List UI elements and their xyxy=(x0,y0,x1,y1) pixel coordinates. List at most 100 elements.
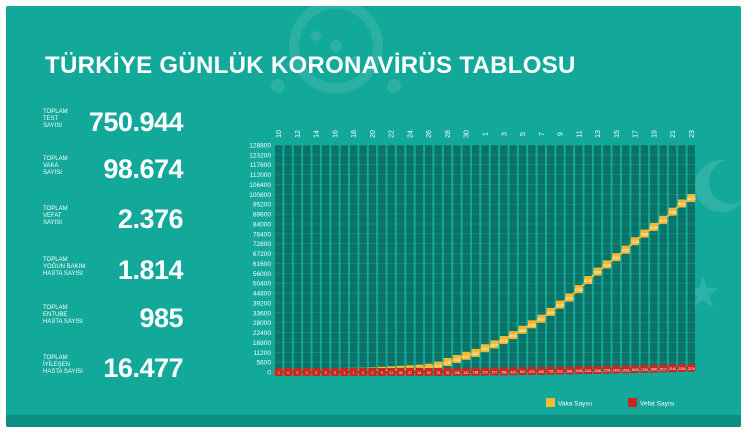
grid-column xyxy=(368,145,377,372)
death-point xyxy=(499,367,508,376)
stat-label: TOPLAM İYİLEŞEN HASTA SAYISI xyxy=(43,355,83,375)
case-data-label: 52167 xyxy=(584,279,593,283)
death-data-label: 21 xyxy=(389,371,393,375)
y-tick-label: 112000 xyxy=(250,172,272,179)
case-point xyxy=(471,348,480,357)
stat-label: TOPLAM ENTUBE HASTA SAYISI xyxy=(43,305,83,325)
death-data-label: 277 xyxy=(492,371,498,375)
grid-column xyxy=(406,145,414,372)
stat-recovered: TOPLAM İYİLEŞEN HASTA SAYISI 16.477 xyxy=(43,353,183,395)
case-point xyxy=(565,293,574,302)
death-point xyxy=(518,367,527,376)
x-tick-label: 13 xyxy=(595,130,602,138)
death-data-label: 92 xyxy=(446,371,450,375)
death-point xyxy=(312,368,321,376)
grid-column xyxy=(631,145,639,372)
case-data-label: 27069 xyxy=(527,323,536,327)
death-data-label: 356 xyxy=(501,370,507,374)
case-data-label: 5698 xyxy=(444,361,451,365)
stat-value: 16.477 xyxy=(103,353,183,383)
x-tick-label: 14 xyxy=(314,130,321,138)
death-data-label: 44 xyxy=(418,371,422,375)
stat-label: TOPLAM TEST SAYISI xyxy=(43,109,68,129)
grid-column xyxy=(293,145,302,372)
grid-column xyxy=(378,145,386,372)
case-data-label: 90980 xyxy=(668,211,677,215)
y-tick-label: 5600 xyxy=(257,360,272,367)
death-data-label: 2 xyxy=(362,371,364,375)
death-point xyxy=(509,367,518,376)
death-point xyxy=(462,367,471,376)
death-point xyxy=(293,368,302,376)
death-data-label: 1101 xyxy=(585,369,592,373)
case-data-label: 34109 xyxy=(546,311,555,315)
grid-column xyxy=(481,145,489,372)
y-tick-label: 128800 xyxy=(249,143,271,150)
x-tick-label: 24 xyxy=(408,130,415,138)
case-point xyxy=(509,331,518,340)
grid-column xyxy=(547,145,555,372)
case-point xyxy=(640,229,649,238)
x-tick-label: 21 xyxy=(670,130,677,138)
grid-column xyxy=(331,145,339,372)
death-data-label: 9 xyxy=(381,371,383,375)
grid-column xyxy=(659,145,667,372)
death-data-label: 131 xyxy=(464,371,470,375)
stat-intensive-care: TOPLAM YOĞUN BAKIM HASTA SAYISI 1.814 xyxy=(43,255,184,297)
death-point xyxy=(574,366,583,375)
y-tick-label: 44800 xyxy=(253,291,271,298)
case-data-label: 15679 xyxy=(490,343,499,347)
stat-label: TOPLAM VEFAT SAYISI xyxy=(43,206,68,226)
grid-column xyxy=(312,145,320,372)
case-point xyxy=(490,340,499,349)
death-data-label: 108 xyxy=(454,371,460,375)
bottom-band xyxy=(6,415,741,427)
death-data-label: 37 xyxy=(408,371,412,375)
death-point xyxy=(481,367,489,376)
x-tick-label: 1 xyxy=(483,132,490,136)
stat-total-tests: TOPLAM TEST SAYISI 750.944 xyxy=(43,107,184,149)
y-tick-label: 106400 xyxy=(249,182,271,189)
case-point xyxy=(687,194,696,203)
grid-column xyxy=(462,145,470,372)
case-point xyxy=(584,276,593,285)
y-tick-label: 50400 xyxy=(253,281,271,288)
case-data-label: 82329 xyxy=(649,226,658,230)
death-data-label: 908 xyxy=(567,369,573,373)
case-point xyxy=(659,215,668,224)
death-point xyxy=(687,363,696,372)
death-point xyxy=(377,368,386,376)
death-point xyxy=(659,364,668,373)
crescent-star-ornament xyxy=(687,160,741,308)
grid-column xyxy=(490,145,499,372)
case-point xyxy=(602,260,611,269)
case-data-label: 74193 xyxy=(631,240,640,244)
case-data-label: 18135 xyxy=(499,339,508,343)
y-tick-label: 95200 xyxy=(253,202,271,209)
case-point xyxy=(668,207,677,216)
y-tick-label: 39200 xyxy=(253,300,271,307)
y-tick-label: 78400 xyxy=(253,231,271,238)
death-point xyxy=(631,365,639,374)
death-data-label: 2259 xyxy=(678,367,685,371)
legend-swatch-cases xyxy=(546,398,555,407)
case-data-label: 86306 xyxy=(659,219,668,223)
grid-column xyxy=(528,145,536,372)
death-data-label: 2140 xyxy=(669,367,676,371)
death-data-label: 2017 xyxy=(660,367,667,371)
y-tick-label: 117600 xyxy=(250,162,272,169)
death-data-label: 1198 xyxy=(594,369,601,373)
death-data-label: 1518 xyxy=(622,368,629,372)
death-data-label: 2376 xyxy=(688,367,695,371)
case-point xyxy=(499,336,508,344)
death-point xyxy=(527,367,536,375)
x-tick-label: 28 xyxy=(445,130,452,138)
death-point xyxy=(621,365,630,374)
grid-column xyxy=(359,145,367,372)
grid-column xyxy=(509,145,517,372)
y-tick-label: 84000 xyxy=(253,222,271,229)
grid-column xyxy=(500,145,508,372)
death-data-label: 0 xyxy=(297,371,299,375)
grid-column xyxy=(584,145,592,372)
death-point xyxy=(640,364,649,373)
